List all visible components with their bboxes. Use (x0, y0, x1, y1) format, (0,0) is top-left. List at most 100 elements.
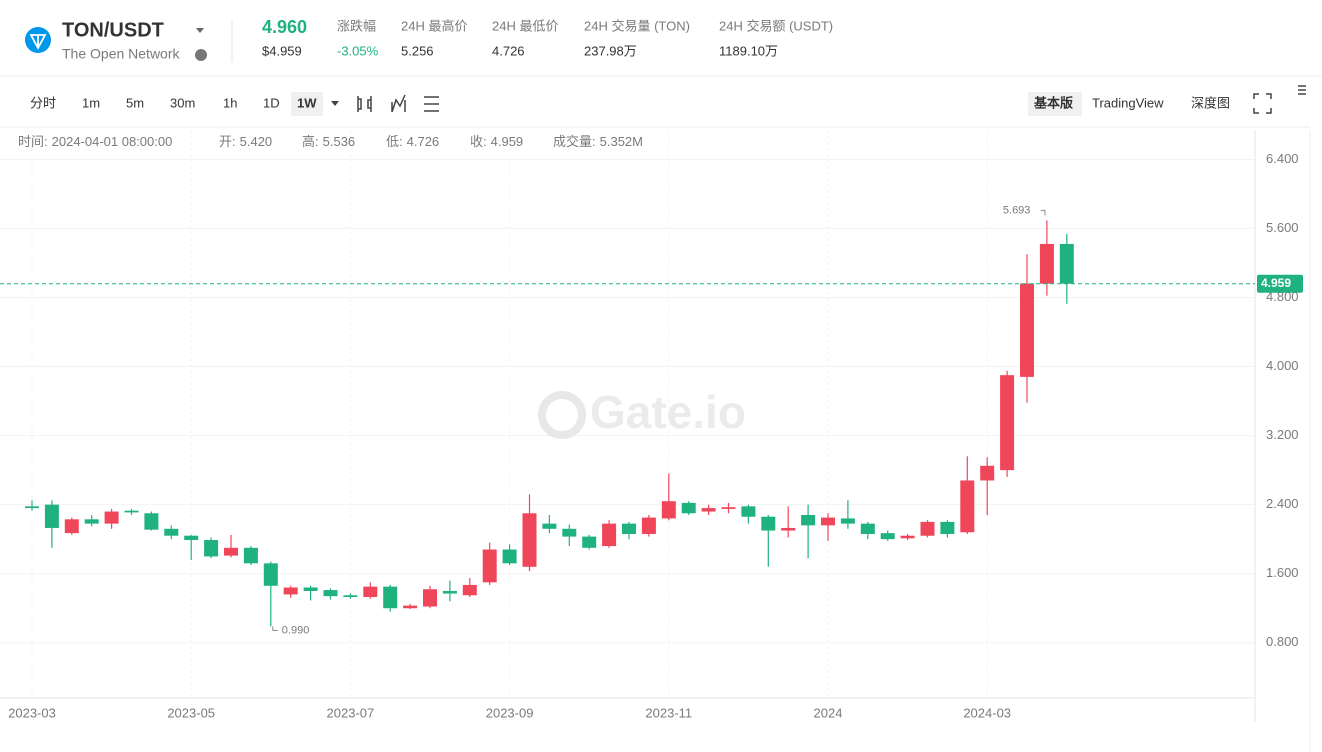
candle-body (1059, 243, 1074, 284)
stats: 涨跌幅 -3.05% 24H 最高价 5.256 24H 最低价 4.726 24H 交易量… (337, 18, 833, 58)
info-item: 收: 4.959 (470, 134, 523, 149)
x-tick-label: 2023-09 (486, 705, 534, 720)
info-item: 高: 5.536 (302, 134, 355, 149)
candle-body (821, 517, 835, 526)
candle-body (323, 590, 338, 597)
min-label: 0.990 (282, 624, 310, 636)
candle-body (224, 547, 238, 556)
interval[interactable]: 1h (223, 95, 237, 110)
info-label: 收: (470, 134, 487, 149)
interval[interactable]: 1D (263, 95, 280, 110)
settings-icon[interactable] (424, 96, 439, 112)
toolbar: 分时 1m 5m 30m 1h 1D 1W 基本版 TradingView 深度图 (30, 92, 1230, 116)
info-label: 成交量: (553, 134, 596, 149)
candle-body (383, 586, 398, 609)
max-pointer (1040, 209, 1046, 216)
fullscreen-icon[interactable] (1253, 93, 1272, 114)
candle-body (1000, 375, 1015, 471)
info-label: 低: (386, 134, 403, 149)
candle-body (343, 595, 358, 598)
info-value: 5.420 (240, 134, 273, 149)
y-tick-label: 1.600 (1266, 565, 1299, 580)
info-icon[interactable] (195, 49, 207, 61)
indicator-icon[interactable] (391, 94, 406, 113)
candle-body (920, 521, 935, 536)
chart: 0.8001.6002.4003.2004.0004.8005.6006.400… (0, 130, 1311, 752)
coin-glyph (29, 34, 47, 50)
candle-body (263, 563, 278, 586)
candle-body (64, 519, 79, 534)
candle-body (940, 521, 955, 534)
candle-body (741, 506, 756, 517)
candle-body (184, 535, 199, 541)
info-value: 2024-04-01 08:00:00 (52, 134, 173, 149)
candle-body (303, 587, 318, 591)
y-tick-label: 5.600 (1266, 220, 1299, 235)
y-tick-label: 6.400 (1266, 151, 1299, 166)
max-label: 5.693 (1003, 204, 1031, 216)
network: The Open Network (62, 46, 180, 62)
price-usd: $4.959 (262, 43, 302, 58)
candle-body (403, 605, 418, 609)
watermark: Gate.io (590, 386, 746, 438)
last-price-label: 4.959 (1261, 276, 1291, 290)
stat-value: 4.726 (492, 43, 525, 58)
candle-body (960, 480, 975, 533)
info-label: 开: (219, 134, 236, 149)
candle-body (602, 523, 617, 547)
candle-body (25, 506, 39, 509)
pair[interactable]: TON/USDT (62, 19, 164, 41)
stat-label: 24H 最高价 (401, 18, 467, 33)
watermark-logo (538, 391, 586, 439)
interval[interactable]: 1W (297, 95, 317, 110)
candle-body (283, 587, 298, 595)
interval[interactable]: 1m (82, 95, 100, 110)
info-item: 时间: 2024-04-01 08:00:00 (18, 134, 172, 149)
y-tick-label: 4.000 (1266, 358, 1299, 373)
candle-body (681, 502, 696, 514)
pair-dropdown[interactable] (196, 28, 204, 33)
candle-body (542, 523, 557, 529)
candle-body (781, 527, 796, 531)
candle-body (204, 540, 219, 557)
candle-body (243, 547, 258, 564)
info-item: 开: 5.420 (219, 134, 272, 149)
x-tick-label: 2023-11 (645, 705, 692, 720)
stat-value: 1189.10万 (719, 43, 778, 58)
x-tick-label: 2024-03 (963, 705, 1011, 720)
y-tick-label: 3.200 (1266, 427, 1299, 442)
candle-body (124, 510, 139, 513)
candle-body (482, 549, 497, 583)
candle-body (721, 507, 736, 509)
candle-body (661, 501, 676, 519)
x-tick-label: 2023-07 (327, 705, 375, 720)
view-option[interactable]: 深度图 (1191, 95, 1230, 110)
candle-body (860, 523, 875, 534)
stat-value: -3.05% (337, 43, 379, 58)
candle-body (582, 536, 597, 548)
candle-body (622, 523, 636, 534)
menu-icon[interactable] (1298, 85, 1306, 95)
interval[interactable]: 5m (126, 95, 144, 110)
last-price-tag (1257, 274, 1303, 293)
stat-value: 237.98万 (584, 43, 637, 58)
candle-body (761, 516, 776, 531)
candle-body (423, 589, 437, 607)
info-value: 4.726 (407, 134, 440, 149)
candle-body (522, 513, 537, 567)
view-option[interactable]: TradingView (1092, 95, 1164, 110)
candle-body (900, 535, 915, 539)
candle-body (104, 511, 119, 524)
info-label: 时间: (18, 134, 48, 149)
interval[interactable]: 分时 (30, 95, 56, 110)
stat-label: 涨跌幅 (337, 18, 376, 33)
candle-icon[interactable] (357, 96, 372, 112)
view-option[interactable]: 基本版 (1033, 95, 1073, 110)
candle-body (164, 528, 179, 536)
candle-body (84, 519, 99, 524)
interval[interactable]: 30m (170, 95, 195, 110)
candle-body (1020, 283, 1034, 377)
interval-dropdown[interactable] (331, 101, 339, 106)
